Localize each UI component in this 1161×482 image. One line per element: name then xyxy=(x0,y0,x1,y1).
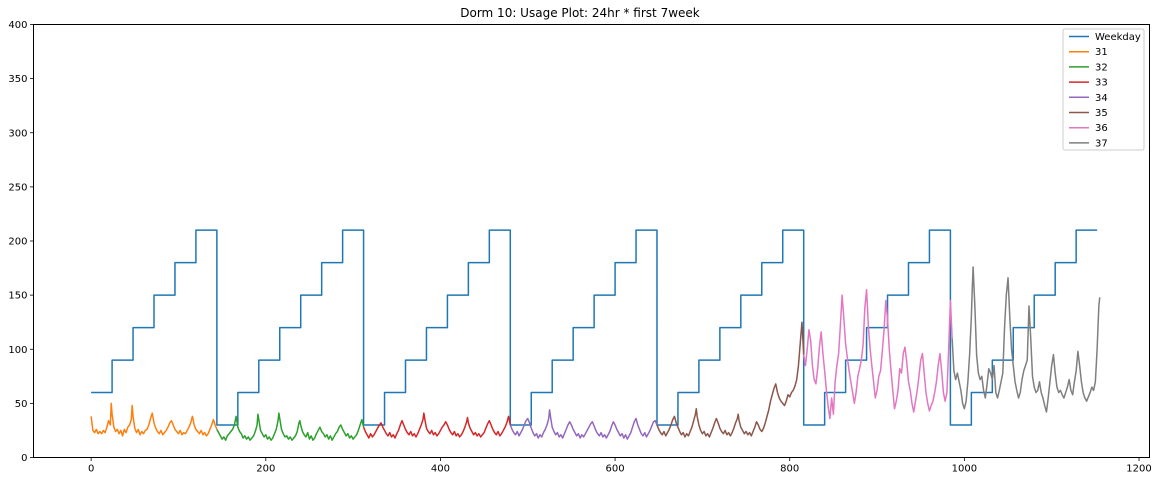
series-line-33 xyxy=(362,412,512,439)
legend-label: 31 xyxy=(1095,47,1108,58)
legend-label: 34 xyxy=(1095,93,1108,104)
y-tick-label: 300 xyxy=(8,128,27,139)
x-tick-label: 400 xyxy=(431,464,450,475)
x-tick-label: 200 xyxy=(256,464,275,475)
y-tick-label: 150 xyxy=(8,291,27,302)
y-tick-label: 250 xyxy=(8,182,27,193)
legend-label: 37 xyxy=(1095,138,1108,149)
legend-label: 32 xyxy=(1095,62,1108,73)
series-line-31 xyxy=(90,402,218,437)
x-tick-label: 1000 xyxy=(952,464,977,475)
y-tick-label: 50 xyxy=(15,399,28,410)
x-tick-label: 1200 xyxy=(1126,464,1151,475)
series-line-35 xyxy=(656,321,805,438)
x-axis: 0 200 400 600 800 1000 1200 xyxy=(88,457,1152,475)
y-tick-label: 350 xyxy=(8,74,27,85)
legend-label: Weekday xyxy=(1095,32,1141,43)
y-tick-label: 400 xyxy=(8,20,27,31)
legend-label: 35 xyxy=(1095,108,1108,119)
series-line-32 xyxy=(216,412,365,441)
series-line-weekday xyxy=(91,229,1098,426)
y-tick-label: 0 xyxy=(21,453,27,464)
series-line-36 xyxy=(802,288,953,420)
y-tick-label: 200 xyxy=(8,237,27,248)
legend: Weekday 31 32 33 34 35 36 37 xyxy=(1062,28,1145,151)
legend-box xyxy=(1062,28,1145,151)
x-tick-label: 0 xyxy=(88,464,94,475)
x-tick-label: 800 xyxy=(780,464,799,475)
legend-label: 33 xyxy=(1095,78,1108,89)
chart-title: Dorm 10: Usage Plot: 24hr * first 7week xyxy=(460,6,700,20)
series-layer xyxy=(90,229,1101,441)
legend-label: 36 xyxy=(1095,123,1108,134)
series-line-34 xyxy=(509,409,658,440)
y-axis: 0 50 100 150 200 250 300 350 400 xyxy=(8,20,34,464)
y-tick-label: 100 xyxy=(8,345,27,356)
series-line-37 xyxy=(951,266,1101,413)
x-tick-label: 600 xyxy=(606,464,625,475)
